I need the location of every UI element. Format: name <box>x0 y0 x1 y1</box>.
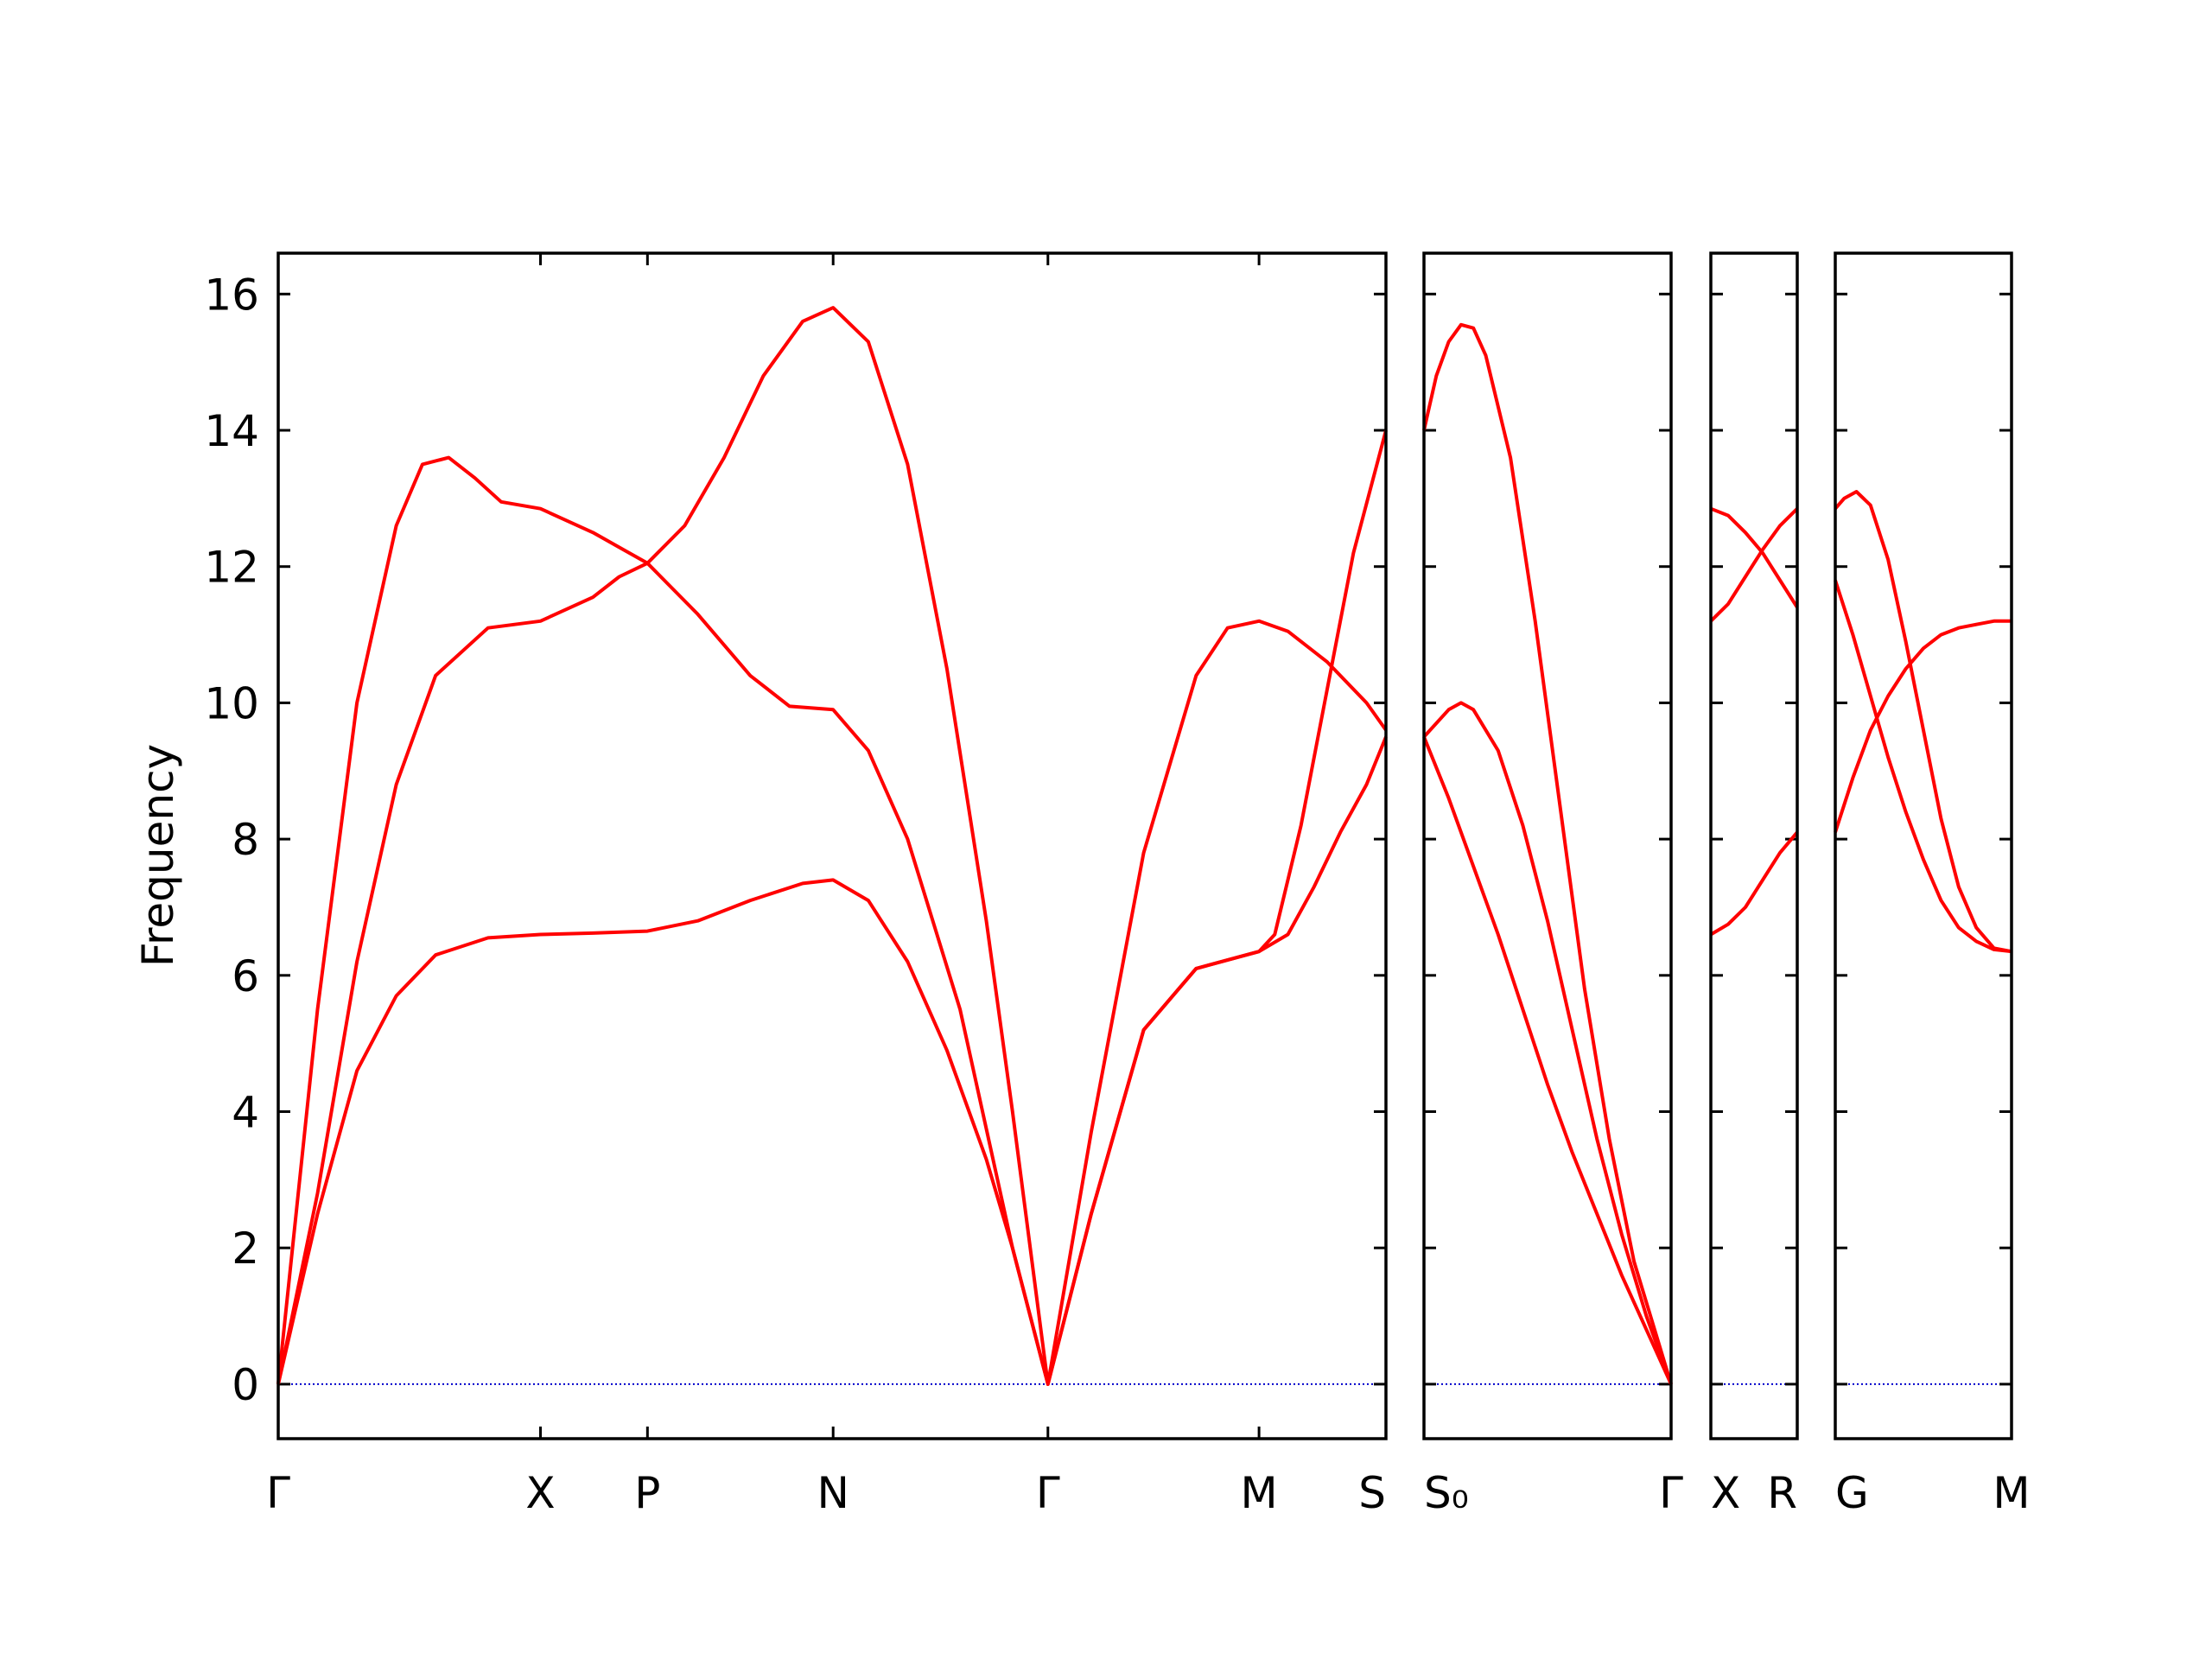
band-2-line <box>1709 507 1799 623</box>
x-tick-label: M <box>1993 1468 2030 1518</box>
band-3-line <box>1709 830 1799 937</box>
x-tick-label: Γ <box>1659 1468 1683 1518</box>
y-tick-label: 2 <box>232 1224 259 1274</box>
y-axis-label: Frequency <box>133 744 183 967</box>
y-tick-label: 0 <box>232 1360 259 1410</box>
band-3-line <box>276 736 1388 1386</box>
band-2-line <box>276 306 1388 1386</box>
band-2-line <box>1834 579 2012 954</box>
x-tick-label: Γ <box>266 1468 290 1518</box>
panel-frame <box>1709 251 1799 1440</box>
x-tick-label: R <box>1767 1468 1797 1518</box>
y-tick-label: 10 <box>204 678 259 728</box>
band-2-line <box>1422 701 1673 1385</box>
band-1-line <box>1422 322 1673 1385</box>
x-tick-label: S <box>1358 1468 1386 1518</box>
band-3-line <box>1834 619 2012 833</box>
panel-frame <box>276 251 1388 1440</box>
x-tick-label: S₀ <box>1424 1468 1469 1518</box>
y-tick-label: 16 <box>204 270 259 320</box>
panel-2: S₀ Γ <box>1422 251 1683 1518</box>
y-tick-label: 6 <box>232 951 259 1001</box>
x-tick-label: P <box>634 1468 660 1518</box>
x-tick-label: G <box>1835 1468 1869 1518</box>
x-tick-label: M <box>1241 1468 1278 1518</box>
band-1-line <box>1834 490 2012 954</box>
x-tick-label: X <box>525 1468 555 1518</box>
y-tick-label: 12 <box>204 543 259 593</box>
y-tick-label: 8 <box>232 815 259 865</box>
x-tick-label: Γ <box>1036 1468 1060 1518</box>
band-1-line <box>1710 506 1799 609</box>
panel-frame <box>1422 251 1673 1440</box>
y-tick-label: 4 <box>232 1088 259 1138</box>
x-tick-label: X <box>1711 1468 1740 1518</box>
panel-frame <box>1834 251 2013 1440</box>
y-tick-label: 14 <box>204 406 259 456</box>
x-tick-label: N <box>817 1468 849 1518</box>
band-3-line <box>1422 736 1673 1385</box>
band-1-line <box>276 455 1388 1386</box>
